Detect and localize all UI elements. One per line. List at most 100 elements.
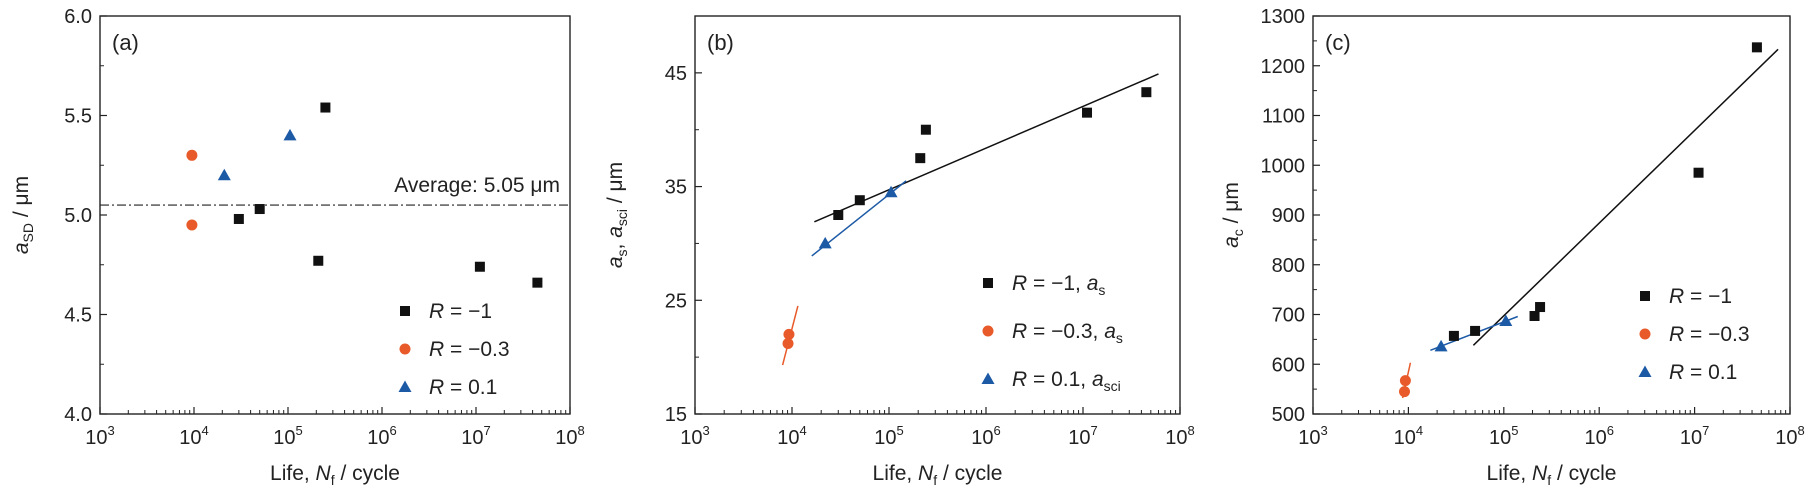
y-tick-label: 4.0 <box>64 404 92 426</box>
y-axis-label: aSD / μm <box>10 176 36 254</box>
chart-panel-1: 103 104 105 106 107 108 4.0 4.5 5.0 5.5 6.0 (a) Life… <box>10 6 585 488</box>
chart-panel-3: 103 104 105 106 107 108 500 600 700 800 900 1000 110… <box>1220 6 1805 488</box>
y-tick-label: 1100 <box>1262 106 1305 128</box>
legend-marker <box>981 372 995 384</box>
data-point-series-1 <box>1529 310 1540 321</box>
data-point-series-1 <box>254 204 265 215</box>
legend-label: R = 0.1, asci <box>1012 368 1121 394</box>
data-point-series-2 <box>1399 375 1411 387</box>
legend-label: R = 0.1 <box>1669 361 1737 384</box>
x-tick-label: 104 <box>777 423 806 449</box>
x-tick-label: 106 <box>367 423 396 449</box>
legend-label: R = −0.3 <box>1669 323 1750 346</box>
data-point-series-2 <box>783 328 795 340</box>
data-point-series-1 <box>1141 87 1152 98</box>
panel-label: (b) <box>707 30 734 55</box>
y-tick-label: 6.0 <box>64 6 92 28</box>
y-tick-label: 4.5 <box>64 305 92 327</box>
x-tick-label: 105 <box>1489 423 1518 449</box>
x-tick-label: 104 <box>1394 423 1423 449</box>
y-tick-label: 35 <box>665 177 687 199</box>
legend-marker <box>1640 291 1650 301</box>
data-point-series-1 <box>1082 107 1093 118</box>
y-axis-label: ac / μm <box>1220 182 1246 248</box>
chart-panel-2: 103 104 105 106 107 108 15 25 35 45 (b) Life, Nf / … <box>604 15 1195 488</box>
data-point-series-3 <box>1499 314 1513 326</box>
x-tick-label: 108 <box>555 423 584 449</box>
x-tick-label: 103 <box>85 423 114 449</box>
data-point-series-3 <box>283 128 297 141</box>
y-axis-label: as, asci / μm <box>604 162 630 268</box>
x-tick-label: 108 <box>1775 423 1804 449</box>
fit-line-series-1 <box>814 73 1159 223</box>
y-tick-label: 5.5 <box>64 106 92 128</box>
x-axis-label: Life, Nf / cycle <box>270 462 400 488</box>
legend: R = −1 R = −0.3 R = 0.1 <box>1638 285 1750 384</box>
x-tick-label: 105 <box>273 423 302 449</box>
legend-marker <box>1639 328 1651 340</box>
legend-label: R = −1, as <box>1012 272 1105 298</box>
y-tick-label: 1300 <box>1261 6 1306 28</box>
legend-label: R = −1 <box>429 300 492 323</box>
legend-label: R = −0.3 <box>429 338 510 361</box>
x-axis-label: Life, Nf / cycle <box>1487 462 1617 488</box>
plot-frame <box>1312 15 1791 415</box>
data-point-series-1 <box>915 153 926 164</box>
x-tick-label: 103 <box>680 423 709 449</box>
x-tick-label: 104 <box>179 423 208 449</box>
y-tick-label: 5.0 <box>64 205 92 227</box>
data-point-series-1 <box>920 124 931 135</box>
legend: R = −1 R = −0.3 R = 0.1 <box>398 300 510 399</box>
legend: R = −1, as R = −0.3, as R = 0.1, asci <box>981 272 1123 394</box>
legend-label: R = 0.1 <box>429 376 497 399</box>
fit-line-series-1 <box>1472 48 1779 346</box>
y-tick-label: 800 <box>1272 255 1305 277</box>
data-point-series-2 <box>1398 386 1410 398</box>
data-point-series-2 <box>186 219 198 231</box>
x-tick-label: 107 <box>1068 423 1097 449</box>
x-tick-label: 105 <box>874 423 903 449</box>
y-tick-label: 500 <box>1272 404 1305 426</box>
x-tick-label: 108 <box>1165 423 1194 449</box>
data-point-series-1 <box>1535 302 1546 313</box>
legend-marker <box>398 380 412 392</box>
x-tick-label: 107 <box>1680 423 1709 449</box>
x-tick-label: 107 <box>461 423 490 449</box>
legend-marker <box>400 306 410 316</box>
legend-marker <box>399 343 411 355</box>
data-point-series-1 <box>320 102 331 113</box>
panel-label: (a) <box>112 30 139 55</box>
y-tick-label: 1200 <box>1261 56 1306 78</box>
panel-label: (c) <box>1325 30 1351 55</box>
average-label: Average: 5.05 μm <box>394 174 560 197</box>
x-tick-label: 106 <box>1584 423 1613 449</box>
y-tick-label: 900 <box>1272 205 1305 227</box>
data-point-series-2 <box>186 149 198 161</box>
data-point-series-1 <box>1448 330 1459 341</box>
y-tick-label: 25 <box>665 290 687 312</box>
data-point-series-3 <box>1434 339 1448 352</box>
data-point-series-1 <box>1470 325 1481 336</box>
data-point-series-1 <box>532 277 543 288</box>
data-point-series-2 <box>782 337 794 349</box>
data-point-series-3 <box>818 236 832 249</box>
data-point-series-1 <box>233 213 244 224</box>
legend-label: R = −0.3, as <box>1012 320 1123 346</box>
data-point-series-1 <box>474 261 485 272</box>
legend-label: R = −1 <box>1669 285 1732 308</box>
plot-frame <box>694 15 1181 415</box>
y-tick-label: 45 <box>665 63 687 85</box>
data-point-series-1 <box>313 255 324 266</box>
x-tick-label: 103 <box>1298 423 1327 449</box>
legend-marker <box>1638 365 1652 377</box>
legend-marker <box>982 325 994 337</box>
data-point-series-1 <box>833 210 844 220</box>
data-point-series-3 <box>884 185 898 198</box>
x-axis-label: Life, Nf / cycle <box>873 462 1003 488</box>
legend-marker <box>983 278 993 288</box>
data-point-series-3 <box>217 168 231 181</box>
y-tick-label: 600 <box>1272 354 1305 376</box>
data-point-series-1 <box>1751 42 1762 53</box>
y-tick-label: 700 <box>1272 305 1305 327</box>
